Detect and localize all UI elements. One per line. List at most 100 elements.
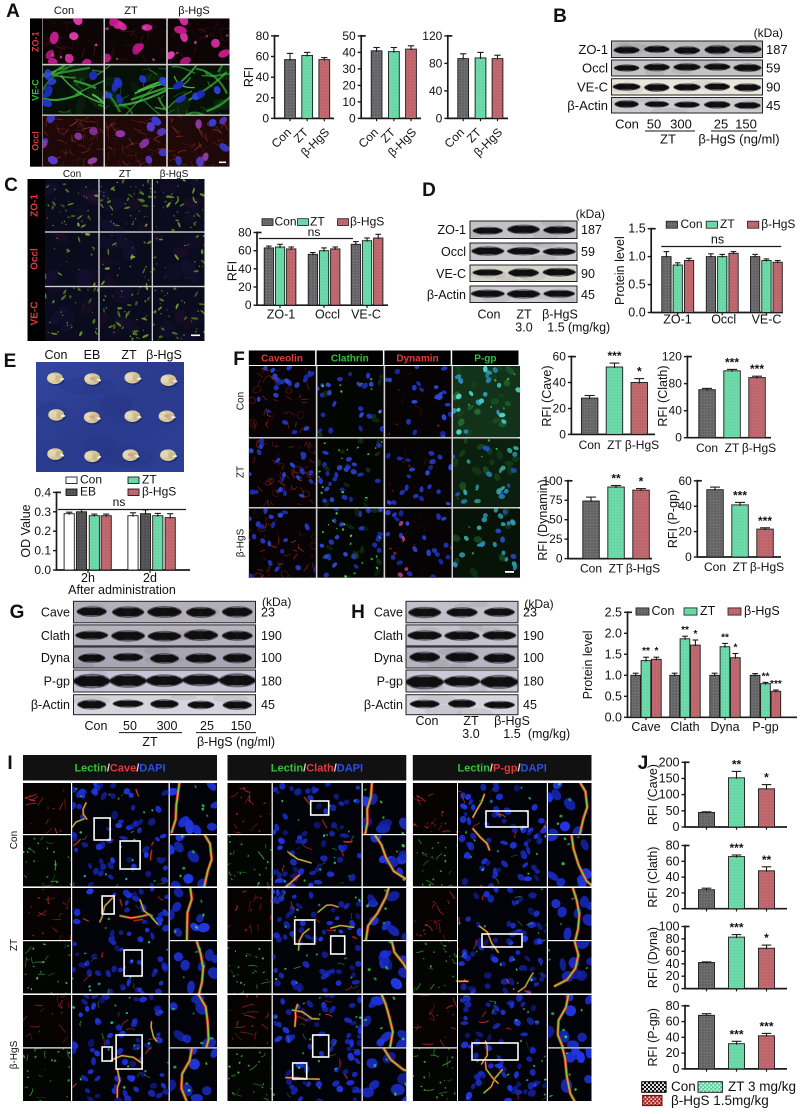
svg-text:Con: Con (696, 441, 718, 455)
svg-text:VE-C: VE-C (577, 79, 608, 94)
svg-text:ZO-1: ZO-1 (663, 313, 692, 327)
svg-text:RFI: RFI (242, 67, 256, 87)
svg-text:β-HgS: β-HgS (494, 714, 530, 728)
svg-text:J: J (638, 753, 649, 774)
svg-text:ZT: ZT (720, 217, 735, 231)
svg-text:P-gp: P-gp (377, 675, 403, 689)
svg-text:0: 0 (675, 431, 682, 445)
svg-text:ZO-1: ZO-1 (31, 31, 41, 52)
svg-text:Lectin/P-gp/DAPI: Lectin/P-gp/DAPI (458, 763, 547, 775)
svg-text:45: 45 (581, 288, 595, 302)
svg-text:60: 60 (666, 1015, 680, 1029)
svg-text:45: 45 (523, 698, 537, 712)
svg-text:β-Actin: β-Actin (31, 698, 70, 712)
svg-text:***: *** (729, 841, 743, 855)
svg-text:Dyna: Dyna (374, 651, 403, 665)
svg-text:120: 120 (662, 350, 682, 364)
svg-text:60: 60 (553, 350, 567, 364)
svg-text:β-HgS: β-HgS (236, 528, 247, 557)
svg-text:Con: Con (236, 392, 247, 410)
svg-text:β-HgS: β-HgS (744, 604, 780, 618)
svg-text:ns: ns (711, 233, 724, 247)
svg-text:***: *** (770, 679, 782, 690)
svg-text:P-gp: P-gp (752, 720, 778, 734)
svg-text:3.0: 3.0 (462, 727, 479, 741)
svg-text:**: ** (732, 757, 742, 771)
svg-text:RFI (Cave): RFI (Cave) (646, 764, 660, 825)
svg-text:100: 100 (659, 920, 680, 934)
svg-text:40: 40 (666, 957, 680, 971)
svg-text:75: 75 (549, 493, 563, 507)
svg-text:59: 59 (581, 245, 595, 259)
svg-text:Dynamin: Dynamin (396, 354, 438, 365)
svg-text:Cave: Cave (631, 720, 660, 734)
svg-text:β-Actin: β-Actin (364, 698, 403, 712)
svg-text:**: ** (721, 632, 729, 643)
svg-text:20: 20 (678, 525, 692, 539)
svg-text:Con: Con (652, 604, 675, 618)
svg-text:60: 60 (238, 244, 252, 258)
svg-text:1.0: 1.0 (628, 250, 645, 264)
svg-text:Dyna: Dyna (710, 720, 739, 734)
svg-text:100: 100 (542, 474, 562, 488)
svg-text:VE-C: VE-C (436, 267, 466, 281)
svg-text:RFI: RFI (226, 261, 240, 281)
svg-text:Con: Con (681, 217, 703, 231)
svg-text:150: 150 (231, 719, 252, 733)
svg-text:Clath: Clath (670, 720, 699, 734)
svg-text:**: ** (642, 646, 650, 657)
svg-text:0.4: 0.4 (34, 485, 51, 499)
svg-text:β-HgS: β-HgS (750, 560, 784, 574)
svg-text:Occl: Occl (711, 313, 736, 327)
svg-text:ZT: ZT (463, 714, 479, 728)
svg-text:50: 50 (666, 804, 680, 818)
svg-text:ZT: ZT (142, 735, 158, 749)
svg-text:1.5: 1.5 (628, 222, 645, 236)
svg-text:RFI (Dyna): RFI (Dyna) (646, 927, 660, 988)
svg-text:*: * (693, 629, 697, 640)
svg-text:ZO-1: ZO-1 (438, 223, 467, 237)
svg-text:80: 80 (429, 56, 443, 70)
svg-text:E: E (4, 351, 17, 372)
svg-text:ZT 3 mg/kg: ZT 3 mg/kg (728, 1079, 796, 1094)
svg-text:20: 20 (666, 969, 680, 983)
svg-text:30: 30 (342, 62, 356, 76)
svg-text:Occl: Occl (582, 61, 608, 76)
svg-text:After administration: After administration (68, 583, 176, 597)
svg-text:I: I (7, 753, 12, 774)
svg-text:0: 0 (673, 902, 680, 916)
svg-text:150: 150 (735, 117, 757, 132)
svg-text:***: *** (729, 921, 743, 935)
svg-text:***: *** (607, 349, 621, 363)
svg-text:20: 20 (238, 280, 252, 294)
svg-text:Con: Con (80, 473, 102, 487)
svg-text:25: 25 (714, 117, 728, 132)
svg-text:ZT: ZT (660, 132, 676, 147)
svg-text:50: 50 (123, 719, 137, 733)
svg-text:Con: Con (579, 438, 601, 452)
svg-text:Clath: Clath (41, 629, 70, 643)
svg-text:β-HgS: β-HgS (350, 215, 384, 229)
svg-text:Protein level: Protein level (613, 236, 627, 305)
svg-text:β-HgS: β-HgS (742, 441, 776, 455)
svg-text:ZT: ZT (609, 562, 624, 576)
svg-text:3.0: 3.0 (515, 321, 532, 335)
svg-text:2.0: 2.0 (605, 626, 622, 640)
svg-text:*: * (654, 646, 658, 657)
svg-text:80: 80 (666, 999, 680, 1013)
svg-text:*: * (733, 643, 737, 654)
svg-text:C: C (4, 175, 18, 196)
svg-text:P-gp: P-gp (44, 675, 70, 689)
svg-text:23: 23 (261, 606, 275, 620)
svg-text:0.0: 0.0 (34, 563, 51, 577)
svg-text:RFI (Clath): RFI (Clath) (656, 365, 670, 426)
svg-text:(mg/kg): (mg/kg) (528, 727, 570, 741)
svg-text:(kDa): (kDa) (576, 207, 605, 221)
svg-text:60: 60 (678, 474, 692, 488)
svg-text:β-HgS: β-HgS (146, 348, 182, 362)
svg-text:0: 0 (673, 1062, 680, 1076)
svg-text:Occl: Occl (31, 131, 41, 151)
svg-text:β-HgS: β-HgS (9, 1040, 20, 1069)
svg-text:0: 0 (262, 111, 269, 125)
svg-text:Clath: Clath (374, 629, 403, 643)
